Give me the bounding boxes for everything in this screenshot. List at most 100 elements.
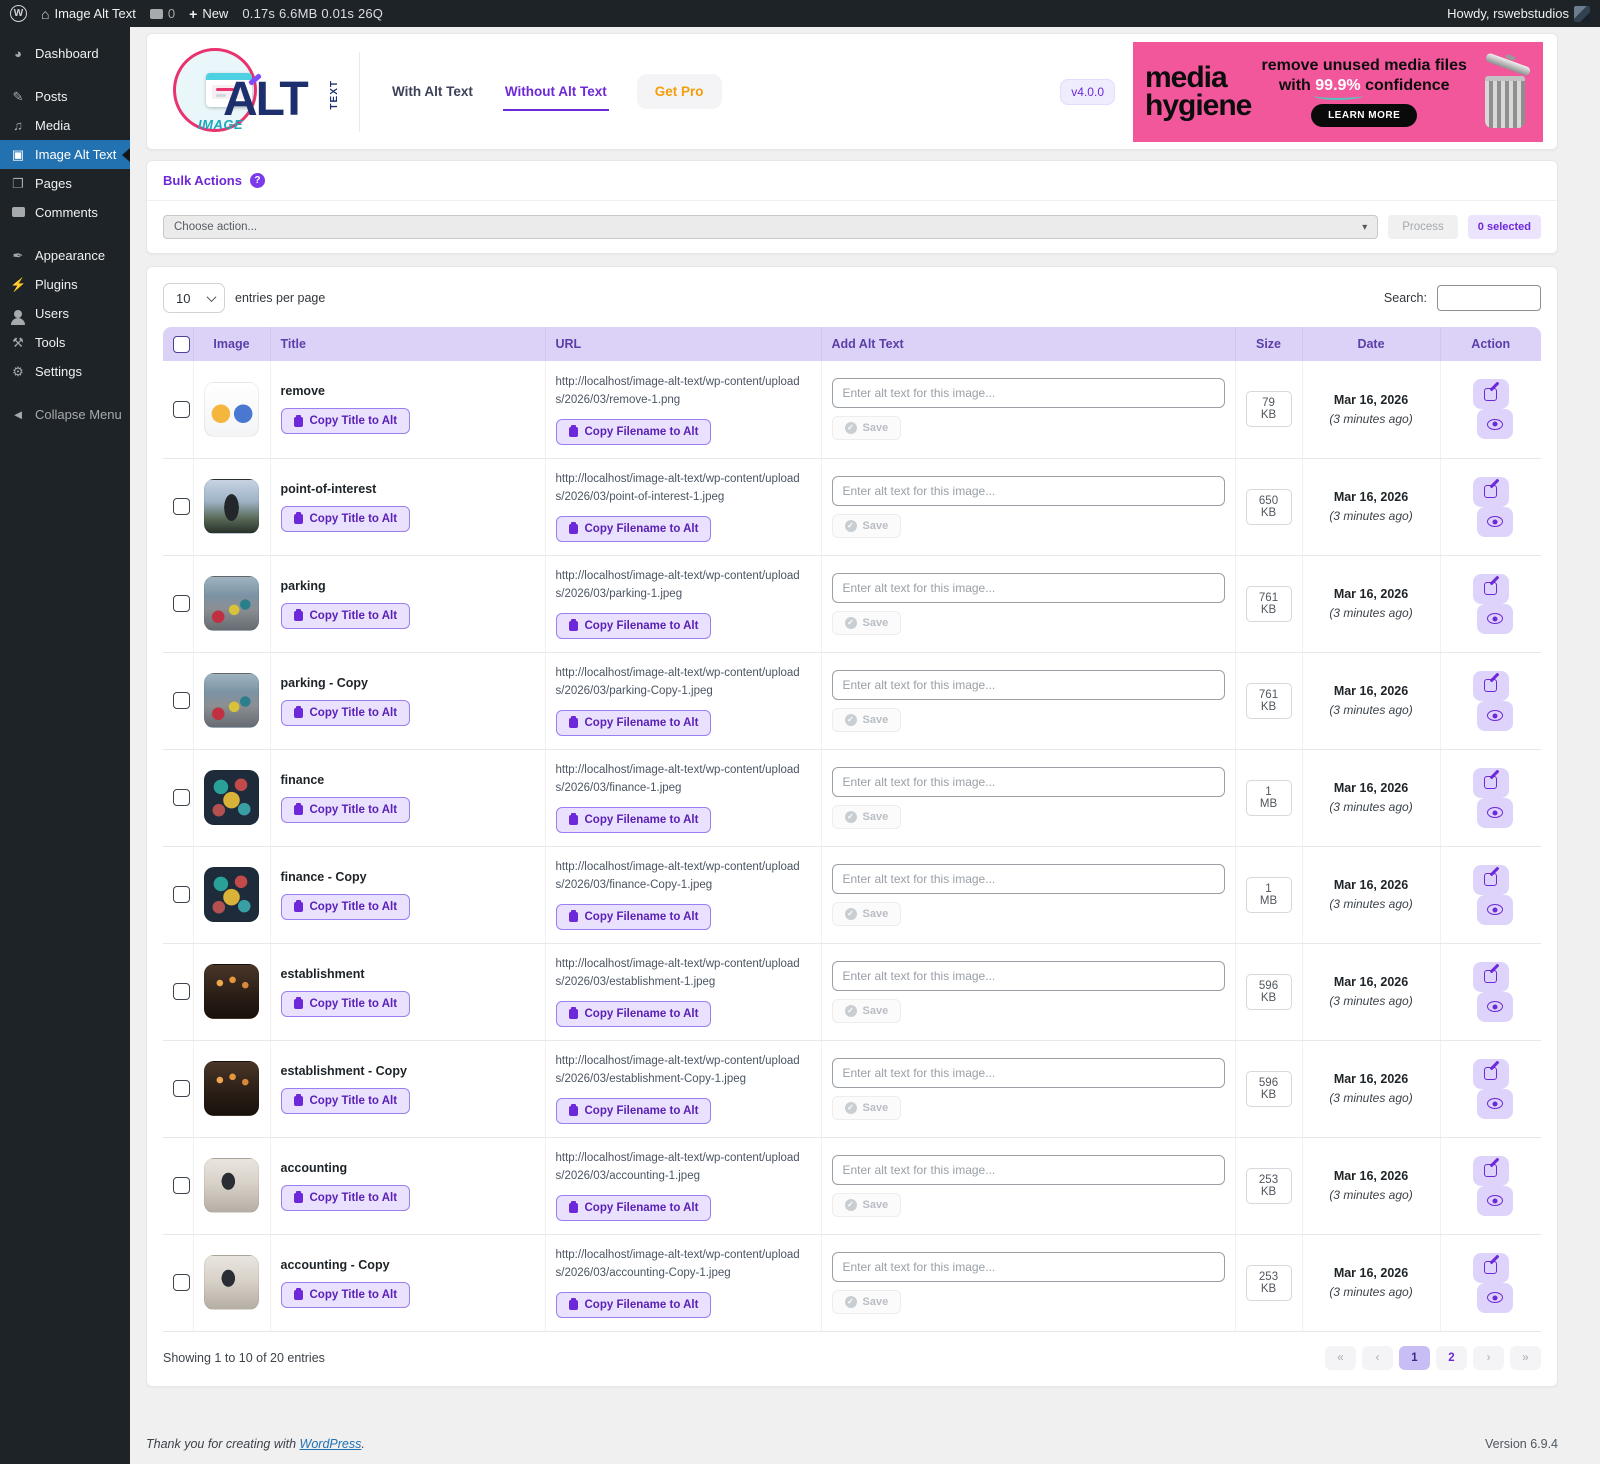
sidebar-item-dashboard[interactable]: ◕ Dashboard (0, 39, 130, 68)
admin-bar-account[interactable]: Howdy, rswebstudios (1447, 5, 1590, 22)
save-alt-text-button[interactable]: Save (831, 707, 902, 732)
alt-text-input[interactable] (831, 863, 1225, 894)
edit-button[interactable] (1472, 1155, 1509, 1186)
copy-filename-to-alt-button[interactable]: Copy Filename to Alt (555, 1000, 712, 1027)
alt-text-input[interactable] (831, 378, 1225, 409)
row-checkbox[interactable] (173, 595, 190, 612)
sidebar-item-plugins[interactable]: ⚡ Plugins (0, 270, 130, 299)
query-monitor-stats[interactable]: 0.17s 6.6MB 0.01s 26Q (242, 6, 384, 21)
save-alt-text-button[interactable]: Save (831, 1192, 902, 1217)
save-alt-text-button[interactable]: Save (831, 513, 902, 538)
edit-button[interactable] (1472, 1058, 1509, 1089)
copy-filename-to-alt-button[interactable]: Copy Filename to Alt (555, 612, 712, 639)
admin-bar-new[interactable]: + New (189, 6, 228, 22)
view-button[interactable] (1476, 1185, 1513, 1216)
row-checkbox[interactable] (173, 789, 190, 806)
pagination-next[interactable]: › (1473, 1345, 1504, 1370)
alt-text-input[interactable] (831, 1251, 1225, 1282)
view-button[interactable] (1476, 700, 1513, 731)
search-input[interactable] (1437, 285, 1541, 311)
sidebar-item-users[interactable]: Users (0, 299, 130, 328)
row-checkbox[interactable] (173, 886, 190, 903)
edit-button[interactable] (1472, 864, 1509, 895)
row-checkbox[interactable] (173, 1177, 190, 1194)
admin-bar-site-name[interactable]: ⌂ Image Alt Text (41, 6, 136, 22)
wordpress-logo-icon[interactable]: W (10, 5, 27, 22)
view-button[interactable] (1476, 506, 1513, 537)
pagination-first[interactable]: « (1325, 1345, 1356, 1370)
edit-button[interactable] (1472, 961, 1509, 992)
save-alt-text-button[interactable]: Save (831, 998, 902, 1023)
row-checkbox[interactable] (173, 1080, 190, 1097)
view-button[interactable] (1476, 1088, 1513, 1119)
alt-text-input[interactable] (831, 669, 1225, 700)
copy-title-to-alt-button[interactable]: Copy Title to Alt (280, 699, 411, 726)
sidebar-item-collapse-menu[interactable]: ◄ Collapse Menu (0, 400, 130, 429)
copy-filename-to-alt-button[interactable]: Copy Filename to Alt (555, 709, 712, 736)
copy-title-to-alt-button[interactable]: Copy Title to Alt (280, 990, 411, 1017)
edit-button[interactable] (1472, 670, 1509, 701)
save-alt-text-button[interactable]: Save (831, 1095, 902, 1120)
sidebar-item-media[interactable]: ♫ Media (0, 111, 130, 140)
edit-button[interactable] (1472, 379, 1509, 410)
row-checkbox[interactable] (173, 692, 190, 709)
copy-filename-to-alt-button[interactable]: Copy Filename to Alt (555, 418, 712, 445)
edit-button[interactable] (1472, 573, 1509, 604)
copy-filename-to-alt-button[interactable]: Copy Filename to Alt (555, 1097, 712, 1124)
copy-title-to-alt-button[interactable]: Copy Title to Alt (280, 505, 411, 532)
save-alt-text-button[interactable]: Save (831, 901, 902, 926)
per-page-select[interactable]: 10 (163, 283, 225, 313)
sidebar-item-image-alt-text[interactable]: ▣ Image Alt Text (0, 140, 130, 169)
edit-button[interactable] (1472, 1252, 1509, 1283)
copy-title-to-alt-button[interactable]: Copy Title to Alt (280, 1184, 411, 1211)
alt-text-input[interactable] (831, 960, 1225, 991)
view-button[interactable] (1476, 603, 1513, 634)
copy-filename-to-alt-button[interactable]: Copy Filename to Alt (555, 806, 712, 833)
edit-button[interactable] (1472, 476, 1509, 507)
save-alt-text-button[interactable]: Save (831, 1289, 902, 1314)
save-alt-text-button[interactable]: Save (831, 416, 902, 441)
copy-filename-to-alt-button[interactable]: Copy Filename to Alt (555, 1194, 712, 1221)
view-button[interactable] (1476, 894, 1513, 925)
pagination-page-2[interactable]: 2 (1436, 1345, 1467, 1370)
copy-title-to-alt-button[interactable]: Copy Title to Alt (280, 893, 411, 920)
admin-bar-comments[interactable]: 0 (149, 6, 175, 21)
sidebar-item-appearance[interactable]: ✒ Appearance (0, 241, 130, 270)
pagination-last[interactable]: » (1510, 1345, 1541, 1370)
alt-text-input[interactable] (831, 1057, 1225, 1088)
view-button[interactable] (1476, 1282, 1513, 1313)
edit-button[interactable] (1472, 767, 1509, 798)
alt-text-input[interactable] (831, 572, 1225, 603)
learn-more-button[interactable]: LEARN MORE (1311, 104, 1418, 127)
pagination-prev[interactable]: ‹ (1362, 1345, 1393, 1370)
alt-text-input[interactable] (831, 1154, 1225, 1185)
help-icon[interactable]: ? (249, 173, 265, 188)
wordpress-link[interactable]: WordPress (299, 1436, 362, 1451)
tab-get-pro[interactable]: Get Pro (636, 74, 722, 109)
view-button[interactable] (1476, 409, 1513, 440)
media-hygiene-ad-banner[interactable]: media hygiene remove unused media files … (1133, 41, 1543, 142)
alt-text-input[interactable] (831, 766, 1225, 797)
copy-title-to-alt-button[interactable]: Copy Title to Alt (280, 1087, 411, 1114)
copy-filename-to-alt-button[interactable]: Copy Filename to Alt (555, 515, 712, 542)
view-button[interactable] (1476, 991, 1513, 1022)
bulk-action-select[interactable]: Choose action... ▾ (163, 215, 1379, 239)
copy-filename-to-alt-button[interactable]: Copy Filename to Alt (555, 1291, 712, 1318)
row-checkbox[interactable] (173, 983, 190, 1000)
copy-title-to-alt-button[interactable]: Copy Title to Alt (280, 602, 411, 629)
sidebar-item-comments[interactable]: Comments (0, 198, 130, 227)
tab-without-alt-text[interactable]: Without Alt Text (502, 72, 609, 111)
select-all-checkbox[interactable] (173, 335, 190, 353)
save-alt-text-button[interactable]: Save (831, 804, 902, 829)
tab-with-alt-text[interactable]: With Alt Text (392, 84, 473, 99)
row-checkbox[interactable] (173, 498, 190, 515)
copy-title-to-alt-button[interactable]: Copy Title to Alt (280, 408, 411, 435)
sidebar-item-posts[interactable]: ✎ Posts (0, 82, 130, 111)
pagination-page-1[interactable]: 1 (1399, 1345, 1430, 1370)
view-button[interactable] (1476, 797, 1513, 828)
sidebar-item-tools[interactable]: ⚒ Tools (0, 328, 130, 357)
alt-text-input[interactable] (831, 475, 1225, 506)
copy-title-to-alt-button[interactable]: Copy Title to Alt (280, 796, 411, 823)
copy-filename-to-alt-button[interactable]: Copy Filename to Alt (555, 903, 712, 930)
process-button[interactable]: Process (1388, 215, 1458, 239)
